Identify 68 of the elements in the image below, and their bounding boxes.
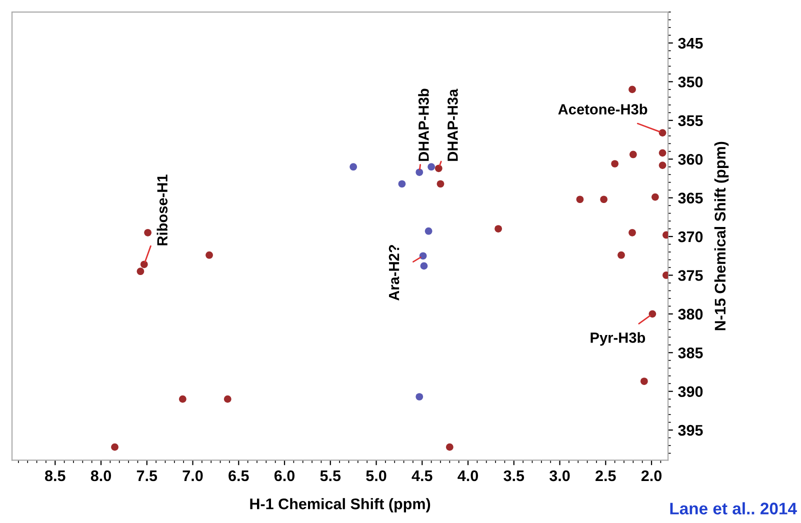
y-tick-label: 360 xyxy=(678,154,703,165)
y-tick-label: 365 xyxy=(678,192,703,204)
annotation: Acetone-H3b xyxy=(558,104,648,115)
annotation: Ribose-H1 xyxy=(156,174,168,246)
point xyxy=(576,196,584,204)
x-tick-label: 4.0 xyxy=(458,470,478,482)
point xyxy=(428,163,435,171)
point xyxy=(416,393,424,400)
x-tick-label: 7.5 xyxy=(136,470,158,482)
point xyxy=(652,193,659,201)
point xyxy=(600,196,608,204)
y-tick-label: 385 xyxy=(678,348,703,358)
x-tick-label: 5.5 xyxy=(320,470,341,482)
x-tick-label: 8.0 xyxy=(90,470,112,482)
y-tick-label: 380 xyxy=(678,308,703,320)
x-tick-label: 2.5 xyxy=(596,470,616,482)
y-tick-label: 395 xyxy=(678,424,703,436)
x-tick-label: 8.5 xyxy=(45,470,66,482)
y-tick-label: 355 xyxy=(678,115,703,126)
y-axis-title: N-15 Chemical Shift (ppm) xyxy=(714,142,729,330)
point xyxy=(420,262,428,270)
x-tick-label: 6.0 xyxy=(274,470,295,482)
point xyxy=(662,231,668,239)
point xyxy=(179,395,186,403)
point xyxy=(434,164,442,172)
point xyxy=(658,129,666,136)
annotation: DHAP-H3a xyxy=(448,88,458,161)
x-tick-label: 6.5 xyxy=(228,470,249,482)
x-tick-label: 4.5 xyxy=(412,470,432,482)
x-tick-label: 5.0 xyxy=(366,470,386,482)
point xyxy=(144,228,152,236)
annotation: Pyr-H3b xyxy=(590,332,646,346)
y-tick-label: 375 xyxy=(678,270,703,281)
point xyxy=(640,378,648,385)
annotation: Ara-H2? xyxy=(388,245,400,301)
point xyxy=(494,225,502,232)
point xyxy=(628,86,636,94)
point xyxy=(140,260,148,268)
point xyxy=(224,395,232,403)
point xyxy=(206,251,213,259)
point xyxy=(424,227,432,235)
text: Lane et al.. 2014 xyxy=(670,502,797,514)
x-tick-label: 3.5 xyxy=(504,470,524,482)
point xyxy=(628,228,636,236)
point xyxy=(416,168,424,176)
point xyxy=(658,162,666,169)
x-tick-label: 3.0 xyxy=(550,470,570,482)
y-tick-label: 370 xyxy=(678,231,703,242)
y-tick-label: 350 xyxy=(678,76,703,88)
x-tick-label: 7.0 xyxy=(182,470,203,482)
point xyxy=(398,180,406,188)
y-tick-label: 390 xyxy=(678,386,703,398)
x-axis-title: H-1 Chemical Shift (ppm) xyxy=(250,498,430,512)
point xyxy=(436,180,444,188)
point xyxy=(658,149,666,157)
point xyxy=(350,163,357,171)
point xyxy=(111,443,118,451)
x-tick-label: 2.0 xyxy=(641,470,662,482)
point xyxy=(136,268,144,276)
point xyxy=(662,272,668,279)
point xyxy=(419,252,427,260)
point xyxy=(618,251,625,259)
point xyxy=(446,443,454,451)
point xyxy=(648,310,656,318)
annotation: DHAP-H3b xyxy=(418,88,429,161)
point xyxy=(629,150,637,158)
y-tick-label: 345 xyxy=(678,38,703,49)
point xyxy=(611,160,618,168)
